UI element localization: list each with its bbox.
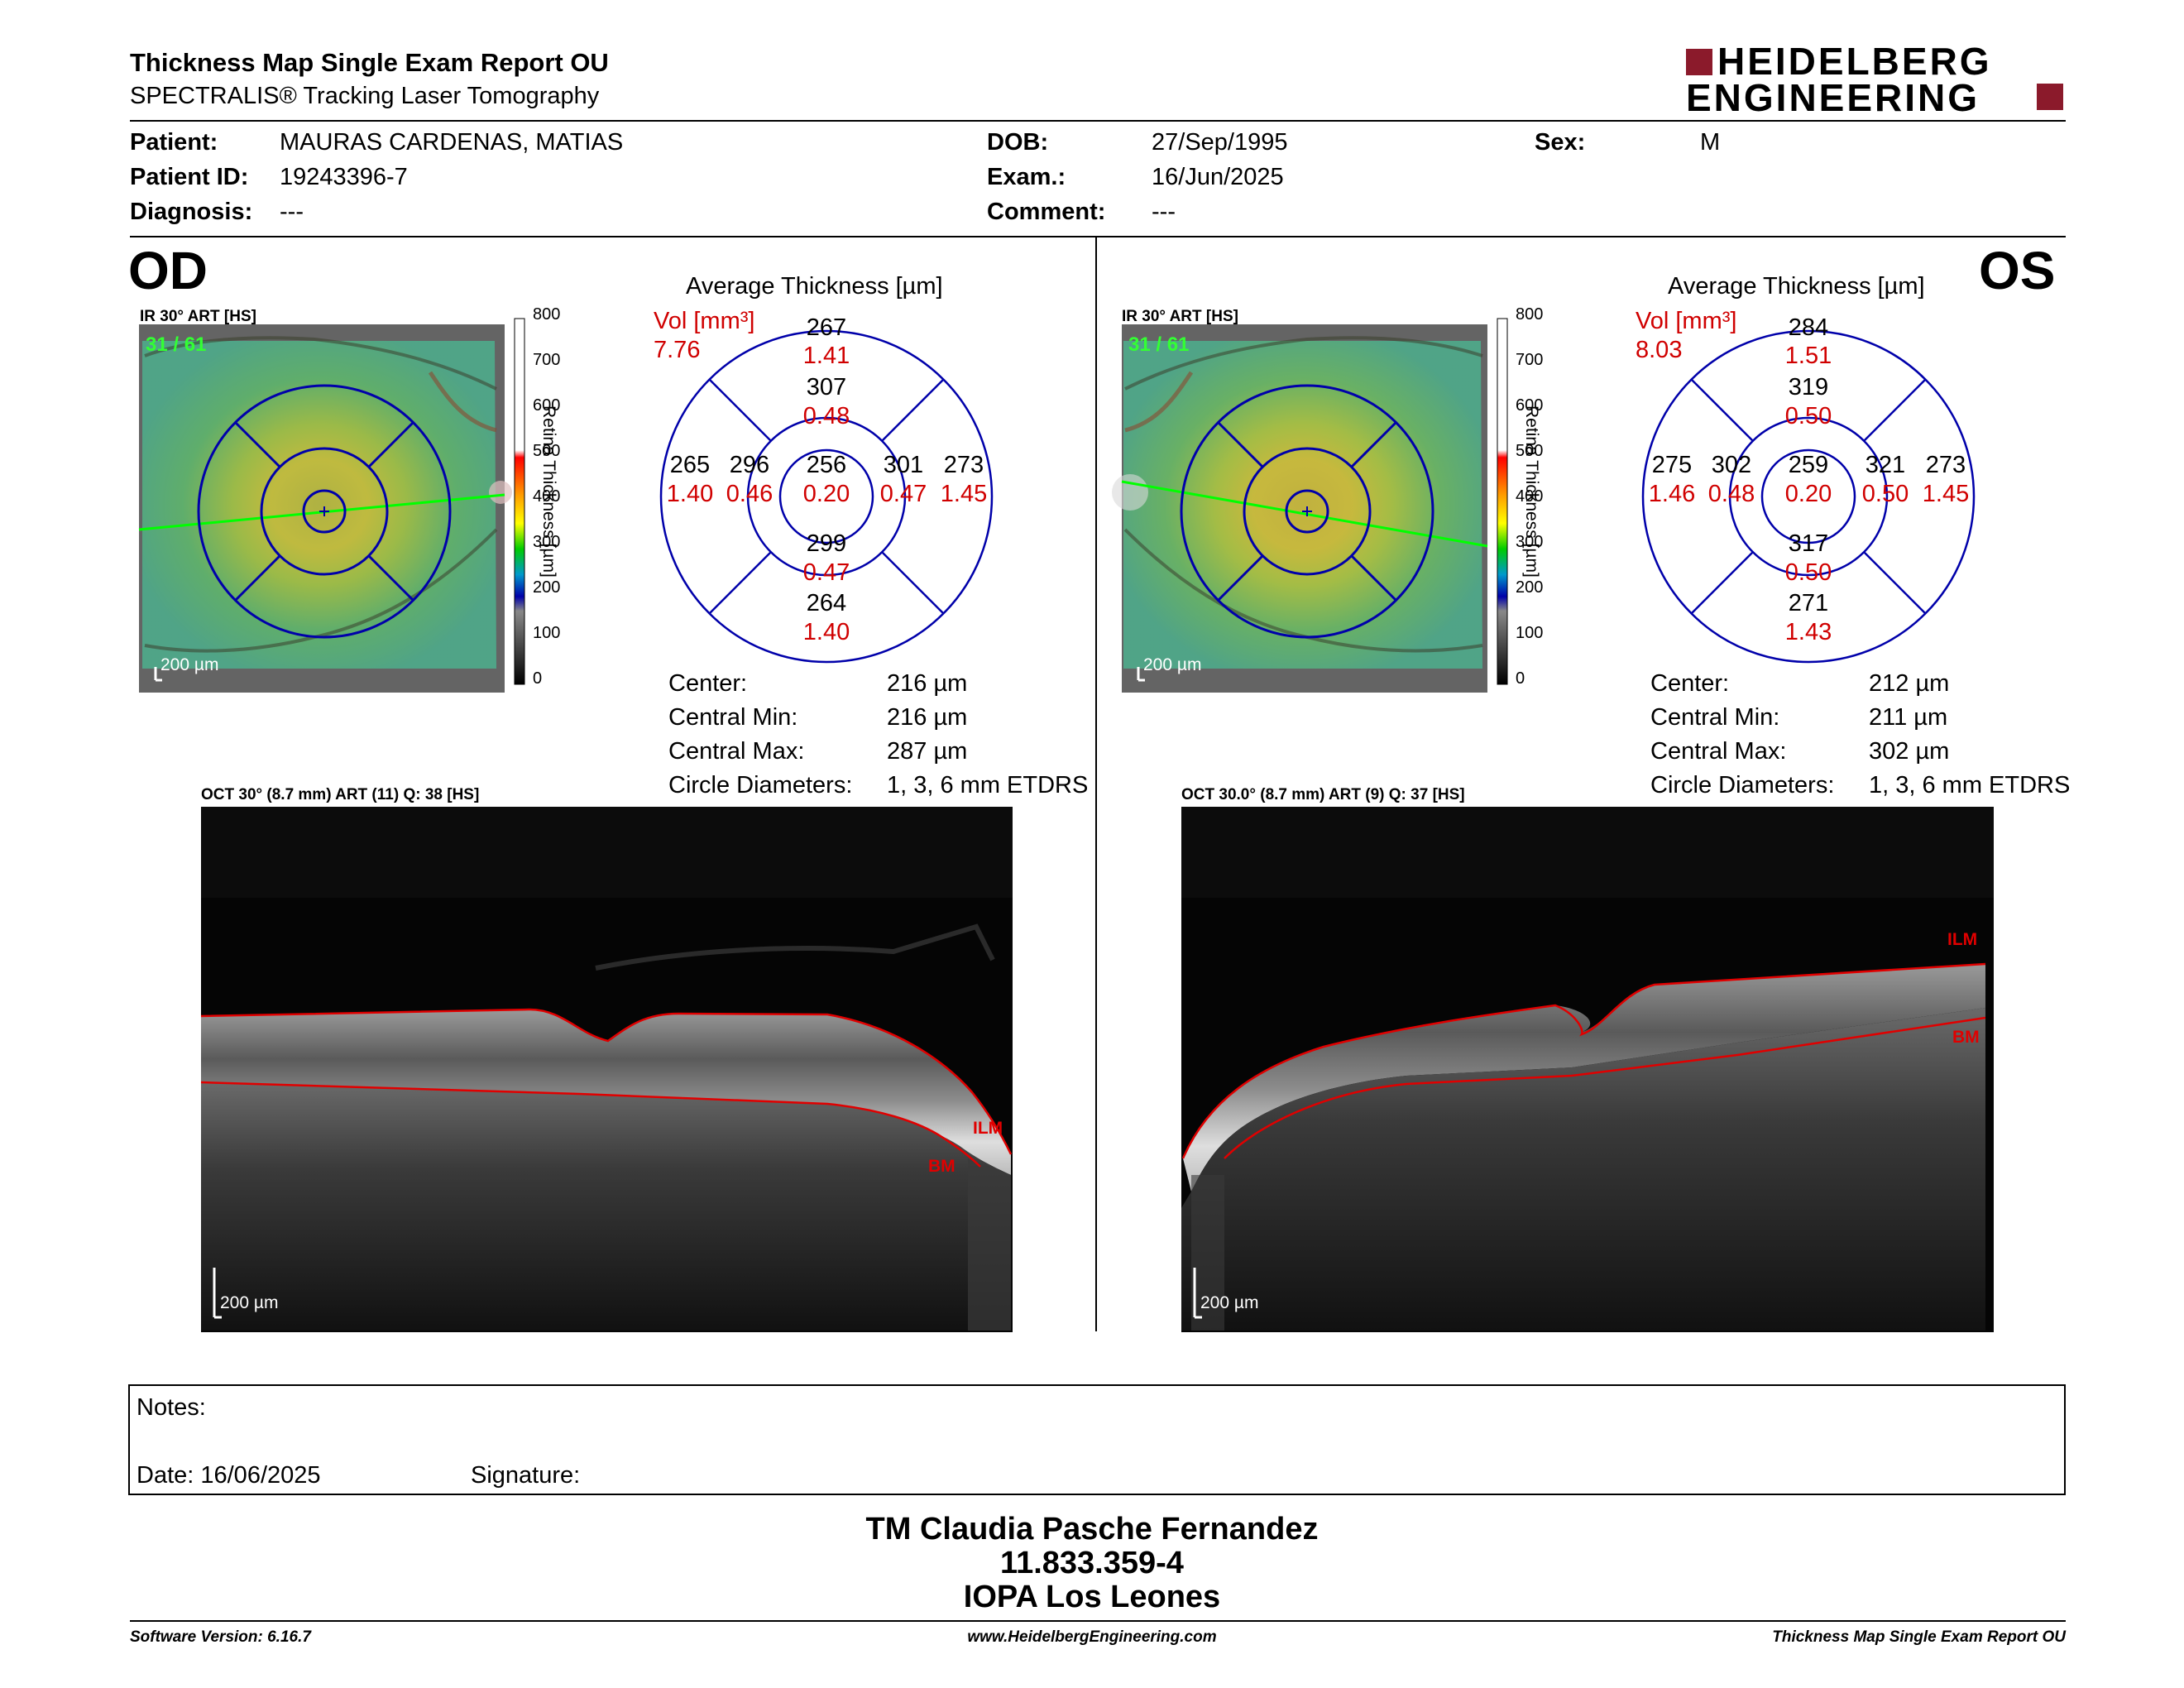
od-ir-scalebar: 200 µm [160,655,219,674]
od-etdrs-chart [659,329,994,664]
os-max-value: 302 µm [1869,738,1950,765]
od-ir-counter: 31 / 61 [146,333,207,356]
os-etdrs-chart [1641,329,1976,664]
dob-label: DOB: [987,129,1049,156]
os-bm-label: BM [1952,1028,1980,1047]
od-max-label: Central Max: [668,738,805,765]
os-center-label: Center: [1650,670,1730,697]
os-color-scale [1497,318,1508,685]
signature-name: TM Claudia Pasche Fernandez [865,1512,1319,1547]
os-scale-ticks: 800 700 600 500 400 300 200 100 0 [1516,305,1544,688]
od-oct-label: OCT 30° (8.7 mm) ART (11) Q: 38 [HS] [201,786,480,803]
od-oct-scalebar: 200 µm [220,1293,279,1312]
patient-id: 19243396-7 [280,164,408,190]
signature-id: 11.833.359-4 [1000,1546,1184,1580]
report-subtitle: SPECTRALIS® Tracking Laser Tomography [130,83,600,109]
od-avg-title: Average Thickness [µm] [686,273,943,300]
od-center-value: 216 µm [887,670,968,697]
sex-value: M [1700,129,1721,156]
os-vol-value: 8.03 [1636,337,1683,363]
od-max-value: 287 µm [887,738,968,765]
notes-signature-label: Signature: [471,1462,581,1489]
od-vol-value: 7.76 [654,337,701,363]
comment-value: --- [1152,199,1176,225]
patient-name: MAURAS CARDENAS, MATIAS [280,129,624,156]
od-ilm-label: ILM [973,1119,1003,1138]
eye-label-od: OD [128,241,208,300]
footer-report-name: Thickness Map Single Exam Report OU [1772,1628,2066,1646]
os-oct-scan [1181,807,1994,1332]
exam-value: 16/Jun/2025 [1152,164,1284,190]
od-vol-label: Vol [mm³] [654,308,755,334]
notes-label: Notes: [136,1394,206,1421]
od-color-scale [514,318,525,685]
od-bm-label: BM [928,1157,956,1176]
os-oct-scalebar: 200 µm [1200,1293,1259,1312]
od-ir-label: IR 30° ART [HS] [140,308,256,325]
comment-label: Comment: [987,199,1106,225]
sex-label: Sex: [1535,129,1586,156]
os-max-label: Central Max: [1650,738,1787,765]
od-center-label: Center: [668,670,748,697]
os-ir-label: IR 30° ART [HS] [1122,308,1238,325]
os-center-value: 212 µm [1869,670,1950,697]
os-ir-scalebar: 200 µm [1143,655,1202,674]
patient-id-label: Patient ID: [130,164,249,190]
footer-website[interactable]: www.HeidelbergEngineering.com [967,1628,1217,1646]
od-min-value: 216 µm [887,704,968,731]
os-fundus-image [1112,324,1488,693]
os-diam-label: Circle Diameters: [1650,772,1835,798]
od-diam-label: Circle Diameters: [668,772,853,798]
footer-version: Software Version: 6.16.7 [130,1628,311,1646]
os-min-value: 211 µm [1869,704,1948,731]
od-min-label: Central Min: [668,704,798,731]
os-min-label: Central Min: [1650,704,1780,731]
os-ilm-label: ILM [1947,930,1978,949]
os-oct-label: OCT 30.0° (8.7 mm) ART (9) Q: 37 [HS] [1181,786,1465,803]
patient-label: Patient: [130,129,218,156]
exam-label: Exam.: [987,164,1066,190]
heidelberg-logo: HEIDELBERG ENGINEERING [1686,40,2067,119]
diagnosis-label: Diagnosis: [130,199,253,225]
od-fundus-image [138,324,512,693]
od-diam-value: 1, 3, 6 mm ETDRS [887,772,1089,798]
os-scale-axis-label: Retina Thickness [µm] [1522,405,1541,578]
os-avg-title: Average Thickness [µm] [1668,273,1925,300]
report-title: Thickness Map Single Exam Report OU [130,48,609,77]
od-oct-scan [200,807,1013,1332]
eye-label-os: OS [1979,241,2056,300]
dob-value: 27/Sep/1995 [1152,129,1288,156]
notes-date: Date: 16/06/2025 [136,1462,321,1489]
os-vol-label: Vol [mm³] [1636,308,1737,334]
os-diam-value: 1, 3, 6 mm ETDRS [1869,772,2071,798]
os-ir-counter: 31 / 61 [1128,333,1190,356]
center-divider [1095,237,1097,1331]
notes-box: Notes: Date: 16/06/2025 Signature: [128,1384,2066,1495]
od-scale-ticks: 800 700 600 500 400 300 200 100 0 [533,305,561,688]
od-scale-axis-label: Retina Thickness [µm] [539,405,558,578]
diagnosis-value: --- [280,199,304,225]
signature-institution: IOPA Los Leones [963,1580,1221,1614]
